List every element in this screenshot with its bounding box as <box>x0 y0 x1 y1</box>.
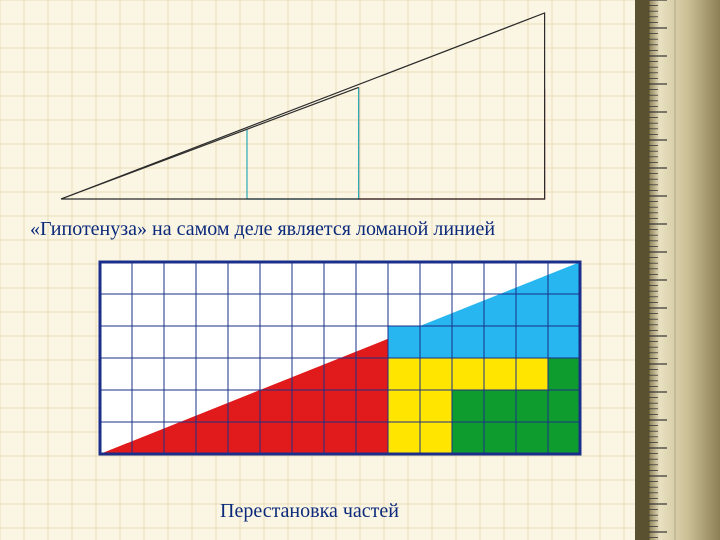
caption-hypotenuse: «Гипотенуза» на самом деле является лома… <box>30 218 495 241</box>
hypotenuse-diagram <box>60 12 548 202</box>
stage: «Гипотенуза» на самом деле является лома… <box>0 0 720 540</box>
ruler-decoration <box>635 0 720 540</box>
rearrangement-puzzle <box>97 259 583 457</box>
caption-rearrangement: Перестановка частей <box>220 500 399 523</box>
